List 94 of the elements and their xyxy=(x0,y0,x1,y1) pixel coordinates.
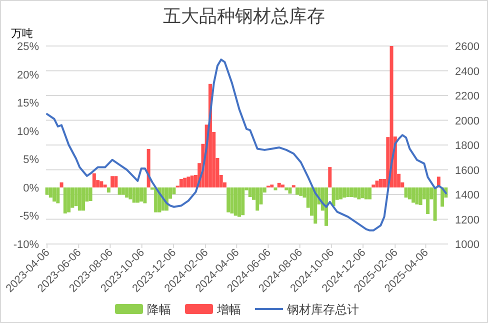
bar xyxy=(45,187,49,195)
bar xyxy=(110,176,114,188)
bar xyxy=(114,176,118,188)
bar xyxy=(284,187,288,190)
bar xyxy=(172,187,176,194)
bar xyxy=(56,187,60,204)
bar xyxy=(230,187,234,214)
bar xyxy=(375,180,379,188)
bar xyxy=(415,187,419,204)
bar xyxy=(354,187,358,198)
bar xyxy=(342,187,346,198)
bar xyxy=(67,187,71,212)
bar xyxy=(78,187,82,211)
y-tick-label: -5% xyxy=(19,210,40,223)
bar xyxy=(418,187,422,205)
legend-item: 降幅 xyxy=(115,302,171,316)
bar xyxy=(433,187,437,221)
bar xyxy=(346,187,350,198)
bar xyxy=(63,187,67,214)
y2-tick-label: 1000 xyxy=(455,239,480,251)
bar xyxy=(74,187,78,206)
bar xyxy=(106,187,110,193)
y-axis-title: 万吨 xyxy=(11,27,33,40)
bar xyxy=(82,187,86,211)
bar xyxy=(234,187,238,216)
legend-label: 增幅 xyxy=(216,302,241,316)
bar xyxy=(248,187,252,198)
bar xyxy=(324,187,328,226)
bar xyxy=(350,187,354,198)
y-tick-label: 25% xyxy=(16,41,40,53)
bar xyxy=(52,187,56,202)
bar xyxy=(339,187,343,200)
bar xyxy=(277,182,281,188)
y-tick-label: 0% xyxy=(23,182,40,194)
y-tick-label: -10% xyxy=(13,239,40,251)
y2-tick-label: 1800 xyxy=(455,140,480,152)
bar xyxy=(136,187,140,203)
y2-tick-label: 1600 xyxy=(455,164,480,177)
y-tick-label: 15% xyxy=(16,98,40,110)
legend-item: 增幅 xyxy=(185,302,241,316)
bar xyxy=(296,187,299,195)
bar xyxy=(241,187,245,216)
bar xyxy=(118,187,122,195)
bar xyxy=(154,187,158,212)
bar xyxy=(368,187,372,200)
bar xyxy=(364,187,368,200)
bar xyxy=(132,187,136,203)
bar xyxy=(357,187,361,200)
bar xyxy=(281,184,284,188)
bar xyxy=(237,187,241,217)
bar xyxy=(408,187,412,200)
bar xyxy=(404,187,408,198)
bar xyxy=(60,182,64,188)
bar xyxy=(299,187,303,196)
bar xyxy=(378,178,382,188)
y-tick-label: 10% xyxy=(16,126,40,138)
bar xyxy=(256,187,260,211)
bar xyxy=(332,187,336,206)
bar xyxy=(274,187,278,190)
bar xyxy=(412,187,416,203)
bar xyxy=(140,187,144,202)
bar xyxy=(48,187,52,198)
y2-tick-label: 2600 xyxy=(455,41,480,53)
y2-tick-label: 2000 xyxy=(455,115,480,128)
y-tick-label: 5% xyxy=(23,154,40,166)
bar xyxy=(103,184,107,188)
bar xyxy=(226,187,230,212)
legend-item: 钢材库存总计 xyxy=(255,302,359,316)
bar xyxy=(179,178,183,188)
bar xyxy=(92,173,96,188)
y2-tick-label: 2400 xyxy=(455,66,480,78)
y-tick-label: 20% xyxy=(16,69,40,82)
legend-label: 钢材库存总计 xyxy=(286,302,359,316)
y2-tick-label: 1200 xyxy=(455,214,480,226)
bar xyxy=(270,184,274,188)
y2-tick-label: 2200 xyxy=(455,90,480,102)
bar xyxy=(121,187,125,195)
bar xyxy=(372,184,376,188)
bar xyxy=(426,187,430,214)
bar xyxy=(100,181,104,188)
bar xyxy=(143,187,147,204)
bar xyxy=(328,167,332,188)
bar xyxy=(360,187,364,198)
chart-title: 五大品种钢材总库存 xyxy=(163,6,325,26)
legend-label: 降幅 xyxy=(147,302,171,316)
bar xyxy=(190,176,194,188)
line-series xyxy=(46,58,447,232)
bar xyxy=(88,187,92,202)
bar xyxy=(183,178,187,188)
bar xyxy=(125,187,129,198)
y2-tick-label: 1400 xyxy=(455,190,480,202)
bar xyxy=(186,176,190,188)
bar xyxy=(390,46,394,188)
bar xyxy=(128,187,132,200)
